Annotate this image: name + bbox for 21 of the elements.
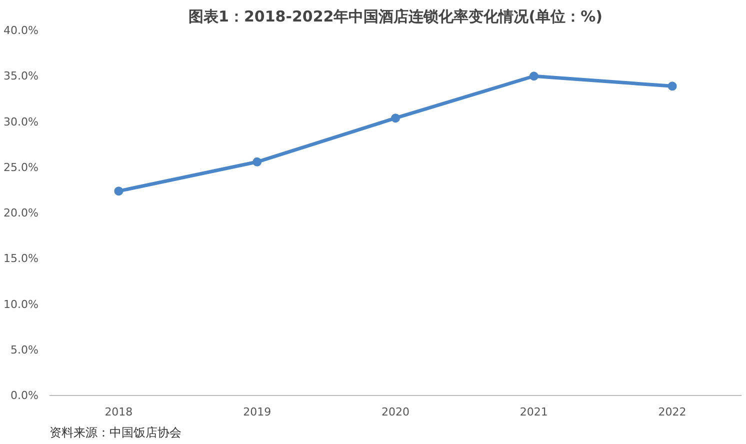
x-tick-label: 2020	[382, 406, 410, 418]
y-tick-label: 10.0%	[4, 298, 39, 311]
point	[252, 157, 262, 166]
point	[114, 186, 124, 196]
y-tick-label: 40.0%	[4, 24, 39, 37]
x-tick-label: 2021	[520, 406, 548, 418]
y-tick-label: 5.0%	[10, 343, 39, 356]
y-tick-label: 0.0%	[10, 389, 39, 402]
y-tick-label: 25.0%	[4, 160, 39, 174]
y-tick-label: 20.0%	[4, 206, 39, 220]
y-tick-label: 35.0%	[4, 70, 39, 83]
y-tick-label: 15.0%	[4, 252, 39, 266]
x-tick-label: 2022	[658, 406, 686, 418]
point	[391, 114, 400, 123]
point	[529, 72, 538, 81]
x-tick-label: 2018	[104, 406, 133, 418]
y-tick-label: 30.0%	[4, 115, 39, 128]
text: 资料来源：中国饭店协会	[50, 426, 182, 440]
x-tick-label: 2019	[243, 406, 272, 418]
chart-title: 图表1：2018-2022年中国酒店连锁化率变化情况(单位：%)	[188, 8, 602, 26]
point	[668, 82, 677, 91]
